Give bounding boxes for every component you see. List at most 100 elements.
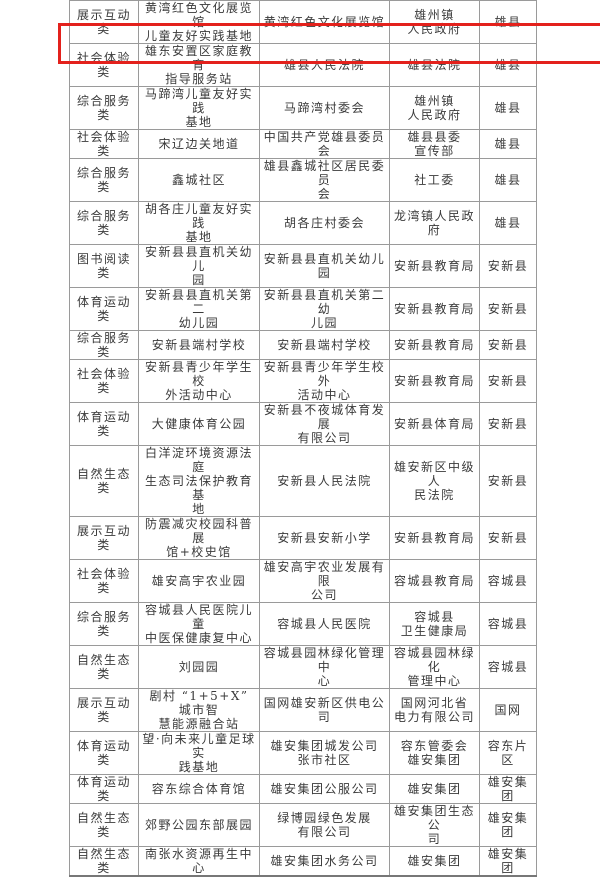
table-row: 社会体验类 宋辽边关地道 中国共产党雄县委员会 雄县县委 宣传部 雄县 — [69, 129, 537, 159]
cell-district: 安新县 — [479, 445, 537, 517]
cell-site-name: 安新县县直机关第二 幼儿园 — [138, 287, 260, 331]
table-row: 社会体验类 安新县青少年学生校 外活动中心 安新县青少年学生校外 活动中心 安新县教育… — [69, 359, 537, 403]
cell-supervising-unit: 安新县教育局 — [389, 359, 480, 403]
table-row: 综合服务类 容城县人民医院儿童 中医保健康复中心 容城县人民医院 容城县 卫生健康局容… — [69, 602, 537, 646]
cell-district: 雄安集团 — [479, 774, 537, 804]
table-row: 综合服务类 胡各庄儿童友好实践 基地 胡各庄村委会 龙湾镇人民政府 雄县 — [69, 201, 537, 245]
cell-category: 社会体验类 — [69, 559, 139, 603]
table-row: 社会体验类 雄东安置区家庭教育 指导服务站 雄县人民法院 雄县法院 雄县 — [69, 43, 537, 87]
cell-operating-unit: 雄安集团水务公司 — [259, 846, 390, 877]
table-row: 自然生态类 白洋淀环境资源法庭 生态司法保护教育基 地安新县人民法院 雄安新区中级人… — [69, 445, 537, 517]
cell-operating-unit: 黄湾红色文化展览馆 — [259, 0, 390, 44]
cell-site-name: 宋辽边关地道 — [138, 129, 260, 159]
table-row: 综合服务类 鑫城社区 雄县鑫城社区居民委员 会社工委 雄县 — [69, 158, 537, 202]
cell-site-name: 马蹄湾儿童友好实践 基地 — [138, 86, 260, 130]
cell-operating-unit: 雄县人民法院 — [259, 43, 390, 87]
cell-category: 综合服务类 — [69, 158, 139, 202]
cell-operating-unit: 胡各庄村委会 — [259, 201, 390, 245]
cell-district: 安新县 — [479, 359, 537, 403]
table-row: 图书阅读类 安新县县直机关幼儿 园安新县县直机关幼儿园 安新县教育局 安新县 — [69, 244, 537, 288]
cell-site-name: 剧村 “1+5+X” 城市智 慧能源融合站 — [138, 688, 260, 732]
table-row: 体育运动类 安新县县直机关第二 幼儿园 安新县县直机关第二幼 儿园 安新县教育局 安新县 — [69, 287, 537, 331]
cell-district: 安新县 — [479, 516, 537, 560]
cell-district: 容城县 — [479, 602, 537, 646]
cell-operating-unit: 安新县青少年学生校外 活动中心 — [259, 359, 390, 403]
cell-supervising-unit: 雄安集团生态公 司 — [389, 803, 480, 847]
cell-district: 容东片区 — [479, 731, 537, 775]
cell-site-name: 刘园园 — [138, 645, 260, 689]
cell-operating-unit: 安新县端村学校 — [259, 330, 390, 360]
cell-category: 体育运动类 — [69, 402, 139, 446]
cell-category: 自然生态类 — [69, 445, 139, 517]
cell-supervising-unit: 雄安新区中级人 民法院 — [389, 445, 480, 517]
table-row: 综合服务类 安新县端村学校 安新县端村学校 安新县教育局 安新县 — [69, 330, 537, 360]
cell-site-name: 安新县青少年学生校 外活动中心 — [138, 359, 260, 403]
table-row: 展示互动类 黄湾红色文化展览馆 儿童友好实践基地 黄湾红色文化展览馆 雄州镇 人民政府… — [69, 0, 537, 44]
cell-site-name: 雄东安置区家庭教育 指导服务站 — [138, 43, 260, 87]
cell-category: 体育运动类 — [69, 774, 139, 804]
cell-operating-unit: 雄安高宇农业发展有限 公司 — [259, 559, 390, 603]
cell-supervising-unit: 安新县教育局 — [389, 516, 480, 560]
table-row: 展示互动类 防震减灾校园科普展 馆+校史馆 安新县安新小学 安新县教育局 安新县 — [69, 516, 537, 560]
cell-district: 雄县 — [479, 86, 537, 130]
cell-site-name: 南张水资源再生中心 — [138, 846, 260, 877]
cell-category: 社会体验类 — [69, 43, 139, 87]
cell-operating-unit: 容城县人民医院 — [259, 602, 390, 646]
cell-district: 雄县 — [479, 201, 537, 245]
cell-operating-unit: 安新县安新小学 — [259, 516, 390, 560]
table-row: 体育运动类 大健康体育公园 安新县不夜城体育发展 有限公司 安新县体育局 安新县 — [69, 402, 537, 446]
cell-operating-unit: 雄县鑫城社区居民委员 会 — [259, 158, 390, 202]
cell-operating-unit: 绿博园绿色发展 有限公司 — [259, 803, 390, 847]
cell-district: 安新县 — [479, 244, 537, 288]
cell-supervising-unit: 容东管委会 雄安集团 — [389, 731, 480, 775]
cell-district: 容城县 — [479, 559, 537, 603]
cell-operating-unit: 容城县园林绿化管理中 心 — [259, 645, 390, 689]
table-row: 自然生态类 南张水资源再生中心 雄安集团水务公司 雄安集团 雄安集团 — [69, 846, 537, 877]
cell-operating-unit: 安新县县直机关第二幼 儿园 — [259, 287, 390, 331]
table-row: 自然生态类 郊野公园东部展园 绿博园绿色发展 有限公司 雄安集团生态公 司雄安集团 — [69, 803, 537, 847]
cell-category: 综合服务类 — [69, 330, 139, 360]
cell-site-name: 胡各庄儿童友好实践 基地 — [138, 201, 260, 245]
cell-category: 自然生态类 — [69, 803, 139, 847]
cell-supervising-unit: 雄安集团 — [389, 774, 480, 804]
cell-supervising-unit: 安新县教育局 — [389, 330, 480, 360]
cell-operating-unit: 雄安集团公服公司 — [259, 774, 390, 804]
table-row: 展示互动类 剧村 “1+5+X” 城市智 慧能源融合站 国网雄安新区供电公司 国网河北… — [69, 688, 537, 732]
cell-supervising-unit: 雄州镇 人民政府 — [389, 0, 480, 44]
table-body: 展示互动类 黄湾红色文化展览馆 儿童友好实践基地 黄湾红色文化展览馆 雄州镇 人民政府… — [69, 0, 537, 877]
cell-site-name: 安新县端村学校 — [138, 330, 260, 360]
cell-supervising-unit: 容城县园林绿化 管理中心 — [389, 645, 480, 689]
cell-district: 容城县 — [479, 645, 537, 689]
cell-operating-unit: 安新县不夜城体育发展 有限公司 — [259, 402, 390, 446]
cell-district: 雄县 — [479, 43, 537, 87]
cell-category: 自然生态类 — [69, 645, 139, 689]
cell-supervising-unit: 龙湾镇人民政府 — [389, 201, 480, 245]
cell-site-name: 白洋淀环境资源法庭 生态司法保护教育基 地 — [138, 445, 260, 517]
cell-category: 体育运动类 — [69, 731, 139, 775]
cell-site-name: 鑫城社区 — [138, 158, 260, 202]
cell-category: 自然生态类 — [69, 846, 139, 877]
cell-category: 展示互动类 — [69, 516, 139, 560]
cell-site-name: 容城县人民医院儿童 中医保健康复中心 — [138, 602, 260, 646]
cell-site-name: 安新县县直机关幼儿 园 — [138, 244, 260, 288]
cell-supervising-unit: 社工委 — [389, 158, 480, 202]
cell-supervising-unit: 安新县体育局 — [389, 402, 480, 446]
cell-district: 雄安集团 — [479, 803, 537, 847]
cell-operating-unit: 中国共产党雄县委员会 — [259, 129, 390, 159]
table-row: 体育运动类 容东综合体育馆 雄安集团公服公司 雄安集团 雄安集团 — [69, 774, 537, 804]
cell-supervising-unit: 容城县教育局 — [389, 559, 480, 603]
cell-category: 体育运动类 — [69, 287, 139, 331]
cell-supervising-unit: 雄县法院 — [389, 43, 480, 87]
cell-site-name: 容东综合体育馆 — [138, 774, 260, 804]
cell-district: 雄县 — [479, 0, 537, 44]
cell-category: 综合服务类 — [69, 602, 139, 646]
cell-site-name: 大健康体育公园 — [138, 402, 260, 446]
institutions-table: 展示互动类 黄湾红色文化展览馆 儿童友好实践基地 黄湾红色文化展览馆 雄州镇 人民政府… — [69, 0, 537, 877]
cell-category: 展示互动类 — [69, 0, 139, 44]
cell-category: 综合服务类 — [69, 86, 139, 130]
cell-category: 图书阅读类 — [69, 244, 139, 288]
cell-site-name: 望·向未来儿童足球实 践基地 — [138, 731, 260, 775]
cell-district: 安新县 — [479, 287, 537, 331]
cell-operating-unit: 国网雄安新区供电公司 — [259, 688, 390, 732]
cell-category: 综合服务类 — [69, 201, 139, 245]
